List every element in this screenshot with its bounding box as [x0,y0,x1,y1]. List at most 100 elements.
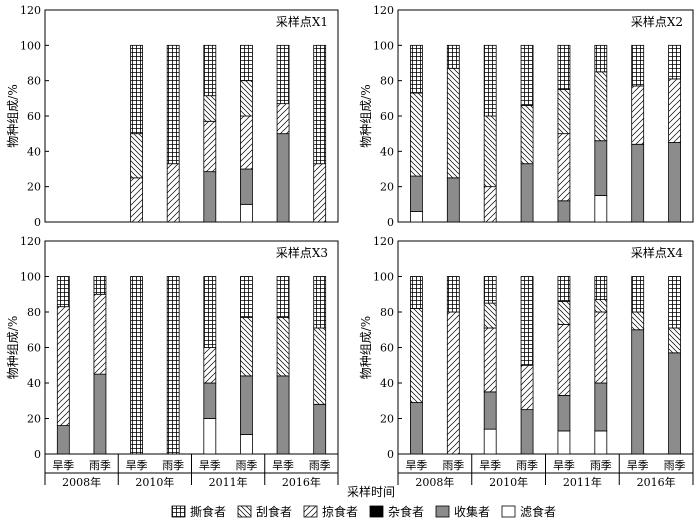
x-tick-label: 旱季 [405,459,427,472]
bar-segment [276,133,290,223]
y-tick-label: 120 [373,235,394,248]
y-tick-label: 40 [27,377,41,390]
bar-segment [668,276,681,329]
bar-segment [313,44,327,165]
y-tick-label: 0 [34,448,41,461]
legend-swatch [369,505,384,518]
bar-segment [276,44,290,105]
bar-segment [557,324,571,396]
legend-swatch [171,505,186,518]
bar-segment [410,308,423,403]
bar-segment [166,276,180,455]
bar-segment [240,80,253,117]
bar-segment [410,44,423,94]
bar-segment [93,276,107,295]
bar-segment [240,115,253,170]
bar-segment [203,276,217,348]
y-tick-label: 20 [27,181,41,194]
x-tick-label: 雨季 [309,459,331,472]
bar-segment [594,382,608,432]
bar-segment [56,306,70,426]
bar-segment [240,203,253,223]
bar-segment [446,67,460,179]
x-tick-label: 旱季 [126,459,148,472]
y-tick-label: 100 [20,39,41,52]
bar-segment [520,364,534,411]
y-axis-title: 物种组成/% [359,316,373,379]
bar-segment [557,276,571,302]
x-group-label: 2016年 [637,475,676,489]
x-tick-label: 旱季 [627,459,649,472]
legend-label: 收集者 [454,504,490,519]
bar-segment [276,103,290,135]
bar-segment [520,105,534,165]
legend-label: 掠食者 [322,504,358,519]
bar-segment [203,382,217,419]
bar-segment [166,163,180,223]
panel-3: 0 20 40 60 80 100 120 物种组成/% 采样点X3 旱季 雨季 旱季 雨季 旱季 雨季 旱季… [6,235,339,489]
bar-segment [240,168,253,205]
y-axis-title: 物种组成/% [6,316,20,379]
bar-segment [276,276,290,318]
bar-segment [483,428,497,455]
legend-item: 杂食者 [369,504,424,519]
bar-segment [410,402,423,455]
panel-label: 采样点X3 [276,245,328,260]
bar-segment [520,163,534,223]
x-tick-label: 旱季 [52,459,74,472]
x-group-label: 2016年 [282,475,321,489]
bar-segment [203,95,217,122]
bar-segment [240,276,253,318]
y-tick-label: 0 [387,216,394,229]
bar-segment [313,163,327,223]
y-tick-label: 20 [380,181,394,194]
bar-segment [410,210,423,223]
y-tick-label: 80 [380,306,394,319]
bar-segment [483,276,497,304]
x-tick-label: 旱季 [553,459,575,472]
bar-segment [410,276,423,309]
plot-frame [397,240,694,455]
y-tick-label: 60 [380,342,394,355]
bar-segment [203,347,217,384]
bar-segment [631,44,645,87]
bar-segment [93,373,107,455]
bar-segment [446,44,460,69]
bar-segment [240,316,253,377]
bar-segment [483,327,497,393]
legend-item: 滤食者 [501,504,556,519]
bar-segment [313,276,327,329]
x-tick-label: 雨季 [442,459,464,472]
y-tick-label: 100 [20,271,41,284]
legend-item: 掠食者 [303,504,358,519]
bar-segment [557,300,571,325]
bar-segment [276,316,290,377]
panel-1: 0 20 40 60 80 100 120 物种组成/% 采样点X1 [6,4,339,229]
bar-segment [668,44,681,80]
bar-segment [594,311,608,384]
legend-label: 撕食者 [190,504,226,519]
plot-frame [44,240,339,455]
y-tick-label: 60 [27,342,41,355]
bar-segment [520,276,534,366]
y-tick-label: 120 [373,4,394,17]
bar-segment [631,311,645,331]
legend-label: 刮食者 [256,504,292,519]
legend: 撕食者 刮食者 掠食者 杂食者 收集者 滤食者 [171,504,556,519]
bar-segment [483,391,497,430]
legend-swatch [435,505,450,518]
x-group-label: 2008年 [415,475,454,489]
x-group-label: 2008年 [62,475,101,489]
x-tick-label: 旱季 [272,459,294,472]
bar-segment [446,177,460,223]
x-tick-label: 旱季 [199,459,221,472]
bar-segment [668,352,681,455]
y-tick-label: 0 [34,216,41,229]
y-tick-label: 100 [373,39,394,52]
bar-segment [313,403,327,455]
y-tick-label: 80 [27,75,41,88]
bar-segment [594,430,608,455]
bar-segment [631,85,645,145]
bar-segment [203,418,217,455]
